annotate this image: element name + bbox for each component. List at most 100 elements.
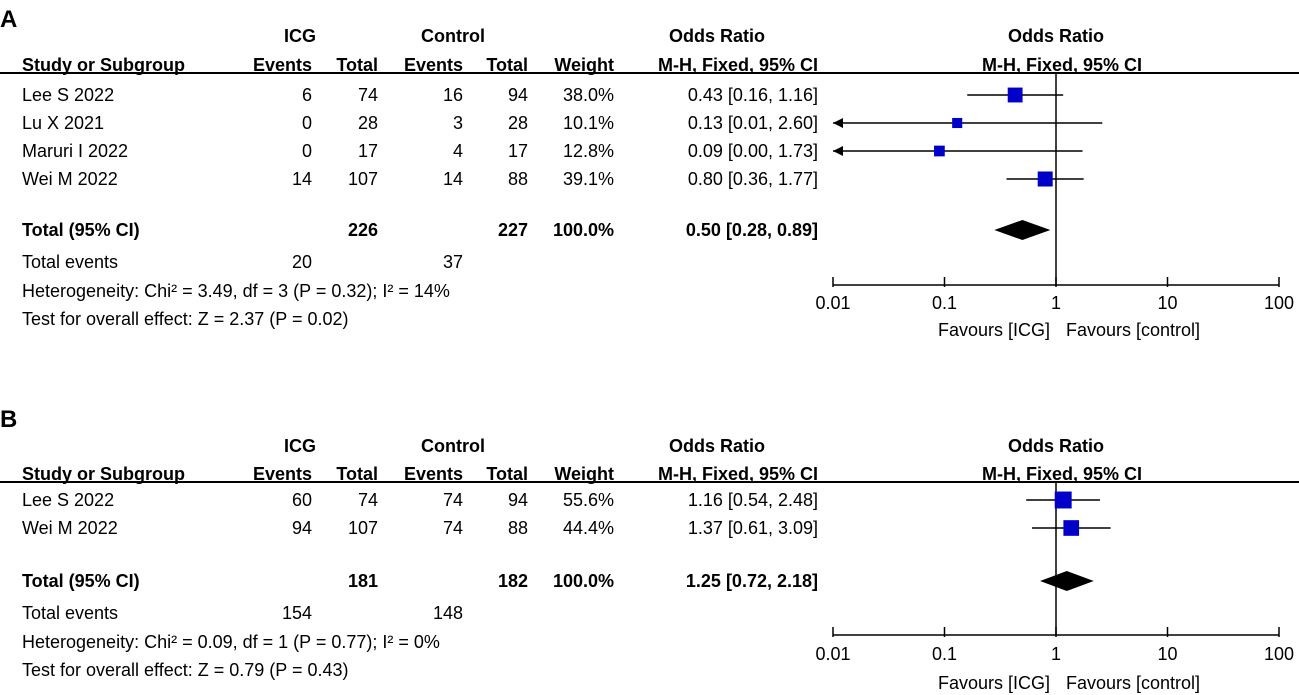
study-name: Wei M 2022	[22, 169, 118, 189]
overall-effect-text: Test for overall effect: Z = 2.37 (P = 0…	[22, 309, 349, 329]
col-header-events-control: Events	[404, 55, 463, 75]
study-weight: 10.1%	[563, 113, 614, 133]
x-tick-label: 100	[1264, 644, 1294, 664]
events-control: 4	[453, 141, 463, 161]
pooled-diamond	[1040, 571, 1094, 591]
plot-title: Odds Ratio	[1008, 26, 1104, 46]
total-events-control: 37	[443, 252, 463, 272]
events-icg: 0	[302, 113, 312, 133]
odds-ratio-header: Odds Ratio	[669, 26, 765, 46]
total-label: Total (95% CI)	[22, 220, 140, 240]
study-weight: 55.6%	[563, 490, 614, 510]
total-control: 88	[508, 169, 528, 189]
events-control: 74	[443, 490, 463, 510]
x-tick-label: 100	[1264, 293, 1294, 313]
col-header-total-icg: Total	[336, 55, 378, 75]
col-header-weight: Weight	[554, 464, 614, 484]
study-square	[1054, 491, 1072, 509]
study-name: Wei M 2022	[22, 518, 118, 538]
favours-icg-label: Favours [ICG]	[938, 320, 1050, 340]
col-header-events-icg: Events	[253, 55, 312, 75]
total-label: Total (95% CI)	[22, 571, 140, 591]
favours-control-label: Favours [control]	[1066, 673, 1200, 693]
total-weight: 100.0%	[553, 571, 614, 591]
study-square	[1063, 520, 1080, 536]
plot-subtitle: M-H, Fixed, 95% CI	[982, 55, 1142, 75]
total-events-icg: 20	[292, 252, 312, 272]
events-control: 16	[443, 85, 463, 105]
events-icg: 94	[292, 518, 312, 538]
study-ci: 1.16 [0.54, 2.48]	[688, 490, 818, 510]
study-ci: 0.09 [0.00, 1.73]	[688, 141, 818, 161]
heterogeneity-text: Heterogeneity: Chi² = 0.09, df = 1 (P = …	[22, 632, 440, 652]
overall-effect-text: Test for overall effect: Z = 0.79 (P = 0…	[22, 660, 349, 680]
panel-letter-a: A	[0, 6, 17, 33]
col-header-ci: M-H, Fixed, 95% CI	[658, 55, 818, 75]
events-icg: 6	[302, 85, 312, 105]
odds-ratio-header: Odds Ratio	[669, 436, 765, 456]
study-square	[934, 145, 945, 157]
study-square	[1037, 171, 1053, 187]
total-events-label: Total events	[22, 603, 118, 623]
col-header-total-icg: Total	[336, 464, 378, 484]
group-header-icg: ICG	[284, 436, 316, 456]
events-control: 14	[443, 169, 463, 189]
total-control: 28	[508, 113, 528, 133]
study-weight: 38.0%	[563, 85, 614, 105]
x-tick-label: 0.1	[932, 293, 957, 313]
group-header-control: Control	[421, 436, 485, 456]
study-weight: 44.4%	[563, 518, 614, 538]
total-ci: 0.50 [0.28, 0.89]	[686, 220, 818, 240]
x-tick-label: 10	[1157, 293, 1177, 313]
col-header-total-control: Total	[486, 464, 528, 484]
col-header-events-icg: Events	[253, 464, 312, 484]
study-square	[1007, 87, 1023, 103]
study-weight: 12.8%	[563, 141, 614, 161]
total-n-control: 182	[498, 571, 528, 591]
study-ci: 0.80 [0.36, 1.77]	[688, 169, 818, 189]
total-events-icg: 154	[282, 603, 312, 623]
col-header-study: Study or Subgroup	[22, 464, 185, 484]
total-icg: 74	[358, 490, 378, 510]
col-header-ci: M-H, Fixed, 95% CI	[658, 464, 818, 484]
favours-control-label: Favours [control]	[1066, 320, 1200, 340]
x-tick-label: 10	[1157, 644, 1177, 664]
x-tick-label: 0.01	[815, 293, 850, 313]
x-tick-label: 1	[1051, 293, 1061, 313]
col-header-events-control: Events	[404, 464, 463, 484]
study-square	[952, 117, 963, 129]
group-header-icg: ICG	[284, 26, 316, 46]
study-name: Lee S 2022	[22, 85, 114, 105]
heterogeneity-text: Heterogeneity: Chi² = 3.49, df = 3 (P = …	[22, 281, 450, 301]
favours-icg-label: Favours [ICG]	[938, 673, 1050, 693]
total-control: 17	[508, 141, 528, 161]
total-icg: 74	[358, 85, 378, 105]
col-header-weight: Weight	[554, 55, 614, 75]
study-ci: 0.43 [0.16, 1.16]	[688, 85, 818, 105]
total-icg: 17	[358, 141, 378, 161]
study-name: Lee S 2022	[22, 490, 114, 510]
ci-arrow	[833, 146, 843, 156]
events-icg: 60	[292, 490, 312, 510]
total-icg: 28	[358, 113, 378, 133]
panel-letter-b: B	[0, 406, 17, 433]
total-icg: 107	[348, 518, 378, 538]
plot-title: Odds Ratio	[1008, 436, 1104, 456]
group-header-control: Control	[421, 26, 485, 46]
col-header-study: Study or Subgroup	[22, 55, 185, 75]
x-tick-label: 0.01	[815, 644, 850, 664]
total-icg: 107	[348, 169, 378, 189]
events-control: 3	[453, 113, 463, 133]
ci-arrow	[833, 118, 843, 128]
total-control: 94	[508, 490, 528, 510]
total-control: 94	[508, 85, 528, 105]
x-tick-label: 0.1	[932, 644, 957, 664]
events-icg: 0	[302, 141, 312, 161]
total-n-icg: 226	[348, 220, 378, 240]
total-events-control: 148	[433, 603, 463, 623]
study-name: Lu X 2021	[22, 113, 104, 133]
study-weight: 39.1%	[563, 169, 614, 189]
col-header-total-control: Total	[486, 55, 528, 75]
x-tick-label: 1	[1051, 644, 1061, 664]
